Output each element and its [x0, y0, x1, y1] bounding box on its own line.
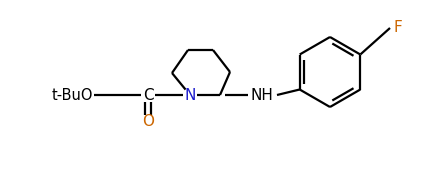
Text: F: F — [394, 20, 402, 35]
Text: O: O — [142, 115, 154, 130]
Text: t-BuO: t-BuO — [51, 88, 93, 102]
Text: N: N — [184, 88, 196, 102]
Text: NH: NH — [250, 88, 273, 102]
Text: C: C — [143, 88, 153, 102]
